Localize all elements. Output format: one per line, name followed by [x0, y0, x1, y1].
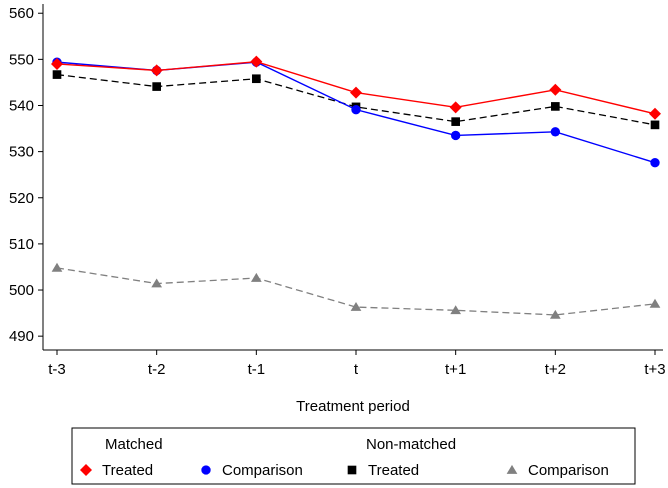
- legend-marker: [80, 464, 92, 476]
- data-point: [252, 74, 261, 84]
- y-tick-label: 510: [9, 236, 34, 253]
- x-axis-title: Treatment period: [296, 398, 410, 415]
- x-tick-label: t+3: [644, 361, 665, 378]
- data-point: [550, 127, 561, 137]
- legend-entry-label: Comparison: [528, 462, 609, 479]
- data-point: [449, 101, 462, 114]
- data-point: [549, 309, 561, 319]
- data-point: [650, 158, 660, 168]
- series-non-matched-comparison: [51, 262, 661, 319]
- legend: Matched Non-matched Treated Comparison Treat…: [71, 427, 636, 485]
- y-tick-label: 520: [9, 190, 34, 207]
- series-matched-treated: [51, 55, 661, 120]
- legend-marker: [201, 465, 211, 475]
- data-point: [649, 107, 661, 120]
- x-tick-label: t-1: [248, 361, 266, 378]
- data-point: [150, 64, 163, 77]
- x-tick-label: t+2: [545, 361, 566, 378]
- legend-entry-label: Treated: [102, 462, 153, 479]
- legend-entry-label: Treated: [368, 462, 419, 479]
- legend-group-label: Matched: [105, 436, 163, 453]
- data-point: [549, 83, 562, 96]
- series-non-matched-treated: [52, 70, 660, 130]
- data-point: [450, 305, 462, 315]
- data-point: [650, 120, 660, 130]
- data-point: [151, 278, 163, 288]
- y-tick-label: 490: [9, 328, 34, 345]
- x-tick-label: t+1: [445, 361, 466, 378]
- data-point: [51, 262, 63, 272]
- chart-axes: 490 500 510 520 530 540 550 560 t-3 t-2 t-1 t t+1 t+2…: [9, 4, 666, 378]
- data-point: [351, 104, 361, 115]
- legend-marker: [506, 464, 518, 474]
- data-point: [551, 102, 560, 111]
- y-tick-label: 550: [9, 51, 34, 68]
- y-tick-label: 500: [9, 282, 34, 299]
- y-tick-label: 540: [9, 97, 34, 114]
- legend-marker: [347, 465, 357, 475]
- data-point: [350, 301, 362, 311]
- data-point: [250, 272, 262, 282]
- data-point: [152, 82, 161, 91]
- data-point: [450, 130, 461, 141]
- data-point: [52, 70, 62, 79]
- legend-box: [71, 427, 636, 485]
- x-tick-label: t-2: [148, 361, 166, 378]
- data-point: [649, 298, 661, 308]
- y-tick-label: 560: [9, 5, 34, 22]
- legend-entry-label: Comparison: [222, 462, 303, 479]
- x-tick-label: t-3: [48, 361, 66, 378]
- legend-group-label: Non-matched: [366, 436, 456, 453]
- data-point: [451, 117, 460, 126]
- y-tick-label: 530: [9, 144, 34, 161]
- series-matched-comparison: [52, 57, 660, 168]
- data-point: [51, 57, 63, 70]
- chart-series: [51, 55, 661, 319]
- data-point: [250, 55, 263, 68]
- x-tick-label: t: [354, 361, 359, 378]
- series-line: [56, 73, 656, 126]
- data-point: [350, 86, 362, 99]
